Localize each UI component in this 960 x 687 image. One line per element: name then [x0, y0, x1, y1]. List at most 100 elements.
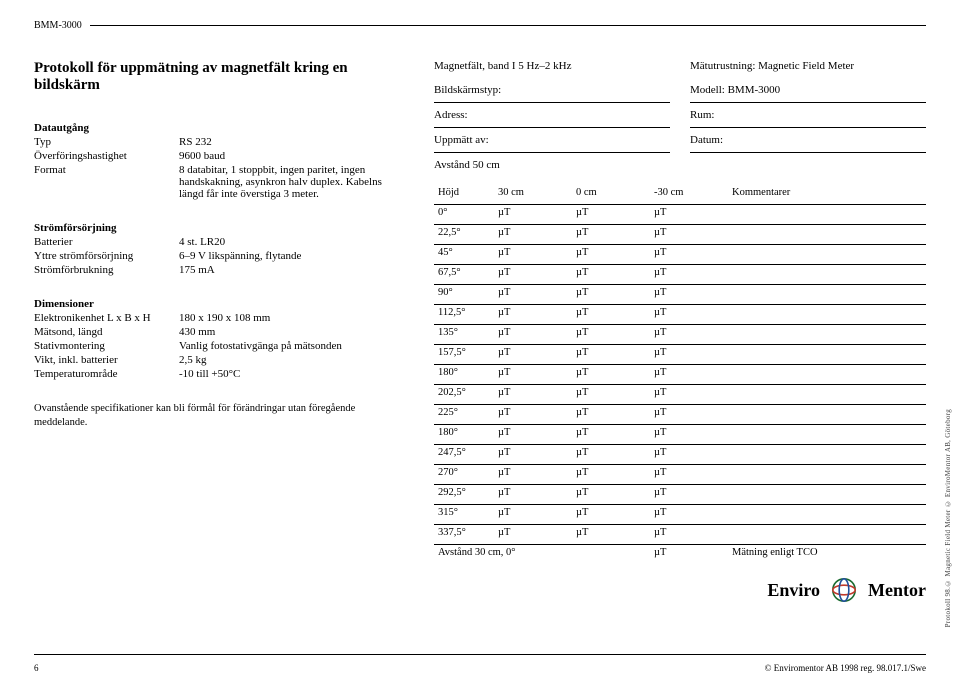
angle-cell: 67,5°	[434, 265, 494, 285]
unit-cell: µT	[494, 305, 572, 325]
globe-icon	[828, 574, 860, 606]
side-credit: Protokoll 98.© Magnetic Field Meter © En…	[944, 409, 952, 627]
comment-cell	[728, 445, 926, 465]
meta-field: Adress:	[434, 107, 670, 128]
unit-cell: µT	[650, 265, 728, 285]
spec-label: Typ	[34, 136, 179, 148]
spec-section-stromforsorjning: Strömförsörjning Batterier4 st. LR20 Ytt…	[34, 222, 394, 276]
unit-cell: µT	[494, 225, 572, 245]
comment-cell	[728, 305, 926, 325]
comment-cell	[728, 425, 926, 445]
spec-value: 8 databitar, 1 stoppbit, ingen paritet, …	[179, 164, 394, 200]
angle-cell: 180°	[434, 425, 494, 445]
unit-cell: µT	[494, 345, 572, 365]
unit-cell: µT	[650, 505, 728, 525]
unit-cell: µT	[572, 345, 650, 365]
meta-field	[690, 157, 926, 177]
angle-cell: 202,5°	[434, 385, 494, 405]
spec-value: 430 mm	[179, 326, 394, 338]
unit-cell	[572, 545, 650, 565]
angle-cell: 315°	[434, 505, 494, 525]
comment-cell	[728, 285, 926, 305]
spec-head: Strömförsörjning	[34, 222, 394, 234]
angle-cell: 22,5°	[434, 225, 494, 245]
comment-cell	[728, 225, 926, 245]
unit-cell: µT	[494, 485, 572, 505]
unit-cell: µT	[650, 345, 728, 365]
unit-cell: µT	[572, 325, 650, 345]
table-row: 180°µTµTµT	[434, 365, 926, 385]
unit-cell: µT	[494, 525, 572, 545]
meta-field: Datum:	[690, 132, 926, 153]
brand-logo: Enviro Mentor	[434, 574, 926, 606]
angle-cell: 247,5°	[434, 445, 494, 465]
unit-cell: µT	[650, 545, 728, 565]
unit-cell: µT	[494, 445, 572, 465]
unit-cell: µT	[494, 205, 572, 225]
spec-label: Stativmontering	[34, 340, 179, 352]
unit-cell: µT	[572, 385, 650, 405]
comment-cell	[728, 385, 926, 405]
unit-cell: µT	[572, 525, 650, 545]
unit-cell: µT	[572, 445, 650, 465]
comment-cell	[728, 405, 926, 425]
table-row: 315°µTµTµT	[434, 505, 926, 525]
table-row: 337,5°µTµTµT	[434, 525, 926, 545]
meta-field: Avstånd 50 cm	[434, 157, 670, 177]
unit-cell: µT	[494, 465, 572, 485]
spec-label: Temperaturområde	[34, 368, 179, 380]
unit-cell: µT	[494, 385, 572, 405]
unit-cell: µT	[650, 365, 728, 385]
unit-cell: µT	[650, 245, 728, 265]
unit-cell: µT	[494, 245, 572, 265]
table-row: 45°µTµTµT	[434, 245, 926, 265]
unit-cell: µT	[572, 305, 650, 325]
meta-field: Bildskärmstyp:	[434, 82, 670, 103]
spec-section-dimensioner: Dimensioner Elektronikenhet L x B x H180…	[34, 298, 394, 380]
page-title: Protokoll för uppmätning av magnetfält k…	[34, 60, 394, 94]
spec-value: 175 mA	[179, 264, 394, 276]
comment-cell	[728, 465, 926, 485]
unit-cell: µT	[494, 265, 572, 285]
table-row: 180°µTµTµT	[434, 425, 926, 445]
unit-cell: µT	[572, 485, 650, 505]
table-row: 157,5°µTµTµT	[434, 345, 926, 365]
spec-value: 4 st. LR20	[179, 236, 394, 248]
table-row: 135°µTµTµT	[434, 325, 926, 345]
comment-cell	[728, 325, 926, 345]
angle-cell: 45°	[434, 245, 494, 265]
table-row-footer: Avstånd 30 cm, 0°µTMätning enligt TCO	[434, 545, 926, 565]
unit-cell: µT	[572, 205, 650, 225]
spec-label: Strömförbrukning	[34, 264, 179, 276]
unit-cell: µT	[572, 225, 650, 245]
spec-label: Vikt, inkl. batterier	[34, 354, 179, 366]
table-row: 292,5°µTµTµT	[434, 485, 926, 505]
spec-value: 6–9 V likspänning, flytande	[179, 250, 394, 262]
table-row: 112,5°µTµTµT	[434, 305, 926, 325]
unit-cell: µT	[494, 365, 572, 385]
spec-label: Batterier	[34, 236, 179, 248]
spec-value: Vanlig fotostativgänga på mätsonden	[179, 340, 394, 352]
table-head: Höjd	[434, 185, 494, 205]
unit-cell: µT	[572, 265, 650, 285]
unit-cell: µT	[650, 385, 728, 405]
comment-cell	[728, 345, 926, 365]
meta-field-label: Magnetfält, band I 5 Hz–2 kHz	[434, 60, 670, 78]
comment-cell	[728, 505, 926, 525]
comment-cell	[728, 485, 926, 505]
table-row: 67,5°µTµTµT	[434, 265, 926, 285]
angle-cell: 180°	[434, 365, 494, 385]
spec-label: Elektronikenhet L x B x H	[34, 312, 179, 324]
table-row: 270°µTµTµT	[434, 465, 926, 485]
comment-cell	[728, 265, 926, 285]
unit-cell: µT	[572, 365, 650, 385]
angle-cell: 225°	[434, 405, 494, 425]
spec-label: Format	[34, 164, 179, 200]
unit-cell: µT	[650, 285, 728, 305]
unit-cell: µT	[650, 445, 728, 465]
spec-value: 2,5 kg	[179, 354, 394, 366]
comment-cell: Mätning enligt TCO	[728, 545, 926, 565]
spec-value: RS 232	[179, 136, 394, 148]
table-row: 225°µTµTµT	[434, 405, 926, 425]
unit-cell: µT	[572, 285, 650, 305]
